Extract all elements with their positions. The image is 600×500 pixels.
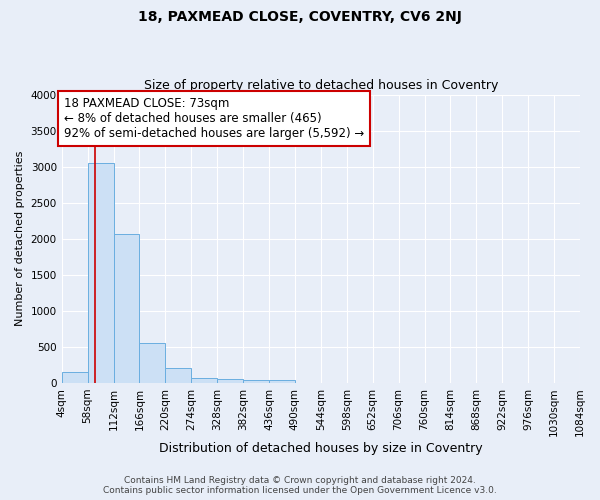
Bar [166, 368, 191, 383]
Bar [217, 380, 243, 383]
Text: 18 PAXMEAD CLOSE: 73sqm
← 8% of detached houses are smaller (465)
92% of semi-de: 18 PAXMEAD CLOSE: 73sqm ← 8% of detached… [64, 96, 364, 140]
Title: Size of property relative to detached houses in Coventry: Size of property relative to detached ho… [143, 79, 498, 92]
Bar [113, 234, 139, 383]
Text: Contains HM Land Registry data © Crown copyright and database right 2024.
Contai: Contains HM Land Registry data © Crown c… [103, 476, 497, 495]
Bar [62, 372, 88, 383]
Bar [191, 378, 217, 383]
Bar [269, 380, 295, 383]
Y-axis label: Number of detached properties: Number of detached properties [15, 151, 25, 326]
Bar [243, 380, 269, 383]
Text: 18, PAXMEAD CLOSE, COVENTRY, CV6 2NJ: 18, PAXMEAD CLOSE, COVENTRY, CV6 2NJ [138, 10, 462, 24]
X-axis label: Distribution of detached houses by size in Coventry: Distribution of detached houses by size … [159, 442, 482, 455]
Bar [139, 342, 166, 383]
Bar [88, 163, 113, 383]
